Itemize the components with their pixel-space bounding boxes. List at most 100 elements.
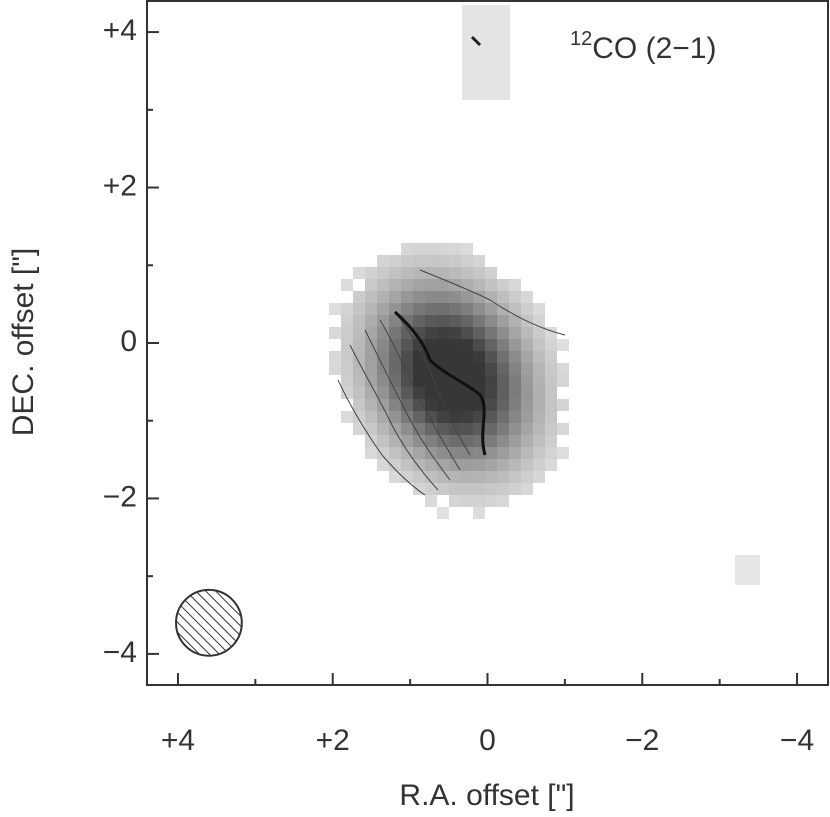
map-pixel — [509, 387, 521, 399]
map-pixel — [425, 483, 437, 495]
map-pixel — [485, 411, 497, 423]
map-pixel — [377, 387, 389, 399]
map-pixel — [533, 459, 545, 471]
map-pixel — [485, 435, 497, 447]
x-tick-label: 0 — [479, 724, 496, 757]
map-pixel — [485, 387, 497, 399]
y-tick-label: 0 — [120, 325, 137, 358]
map-pixel — [401, 471, 413, 483]
map-pixel — [401, 339, 413, 351]
map-pixel — [545, 423, 557, 435]
map-pixel — [557, 399, 569, 411]
map-pixel — [461, 267, 473, 279]
map-pixel — [545, 447, 557, 459]
map-pixel — [425, 243, 437, 255]
map-pixel — [425, 423, 437, 435]
map-pixel — [437, 375, 449, 387]
map-pixel — [413, 435, 425, 447]
map-pixel — [425, 339, 437, 351]
map-pixel — [473, 483, 485, 495]
map-pixel — [353, 327, 365, 339]
map-pixel — [389, 291, 401, 303]
intensity-map — [329, 5, 760, 585]
contours — [337, 35, 566, 496]
map-pixel — [497, 339, 509, 351]
map-pixel — [401, 243, 413, 255]
map-pixel — [401, 435, 413, 447]
map-pixel — [461, 363, 473, 375]
map-pixel — [341, 327, 353, 339]
map-pixel — [401, 279, 413, 291]
map-pixel — [365, 375, 377, 387]
map-pixel — [341, 315, 353, 327]
map-pixel — [461, 351, 473, 363]
map-pixel — [425, 387, 437, 399]
map-pixel — [353, 363, 365, 375]
map-pixel — [557, 423, 569, 435]
map-pixel — [365, 423, 377, 435]
map-pixel — [437, 255, 449, 267]
x-axis-label: R.A. offset ["] — [399, 779, 574, 812]
map-pixel — [377, 459, 389, 471]
map-pixel — [377, 303, 389, 315]
map-pixel — [413, 255, 425, 267]
map-pixel — [425, 327, 437, 339]
map-pixel — [545, 339, 557, 351]
map-pixel — [461, 399, 473, 411]
map-pixel — [413, 291, 425, 303]
map-pixel — [389, 471, 401, 483]
map-pixel — [461, 243, 473, 255]
map-pixel — [533, 351, 545, 363]
map-pixel — [521, 327, 533, 339]
map-pixel — [533, 387, 545, 399]
map-pixel — [413, 315, 425, 327]
map-pixel — [389, 411, 401, 423]
map-pixel — [545, 327, 557, 339]
map-pixel — [485, 315, 497, 327]
map-pixel — [473, 315, 485, 327]
map-pixel — [353, 387, 365, 399]
map-pixel — [341, 375, 353, 387]
map-pixel — [377, 399, 389, 411]
map-pixel — [353, 315, 365, 327]
map-pixel — [341, 411, 353, 423]
map-pixel — [449, 435, 461, 447]
map-pixel — [485, 363, 497, 375]
map-pixel — [497, 291, 509, 303]
map-pixel — [389, 267, 401, 279]
map-pixel — [461, 483, 473, 495]
map-pixel — [413, 279, 425, 291]
map-pixel — [533, 423, 545, 435]
map-pixel — [425, 459, 437, 471]
map-pixel — [485, 495, 497, 507]
map-pixel — [461, 327, 473, 339]
map-pixel — [521, 303, 533, 315]
x-tick-label: +4 — [161, 724, 195, 757]
map-pixel — [509, 411, 521, 423]
map-pixel — [497, 471, 509, 483]
map-pixel — [401, 303, 413, 315]
map-pixel — [473, 459, 485, 471]
map-pixel — [437, 243, 449, 255]
map-pixel — [401, 423, 413, 435]
map-pixel — [461, 447, 473, 459]
map-pixel — [533, 411, 545, 423]
map-pixel — [377, 363, 389, 375]
map-pixel — [473, 351, 485, 363]
map-pixel — [353, 303, 365, 315]
map-pixel — [401, 255, 413, 267]
map-pixel — [449, 255, 461, 267]
map-pixel — [449, 267, 461, 279]
map-pixel — [365, 399, 377, 411]
map-pixel — [401, 327, 413, 339]
map-pixel — [521, 363, 533, 375]
map-pixel — [377, 435, 389, 447]
map-pixel — [485, 423, 497, 435]
map-pixel — [485, 267, 497, 279]
map-pixel — [461, 339, 473, 351]
map-pixel — [461, 459, 473, 471]
map-pixel — [449, 459, 461, 471]
map-pixel — [413, 267, 425, 279]
map-pixel — [353, 291, 365, 303]
map-pixel — [533, 327, 545, 339]
